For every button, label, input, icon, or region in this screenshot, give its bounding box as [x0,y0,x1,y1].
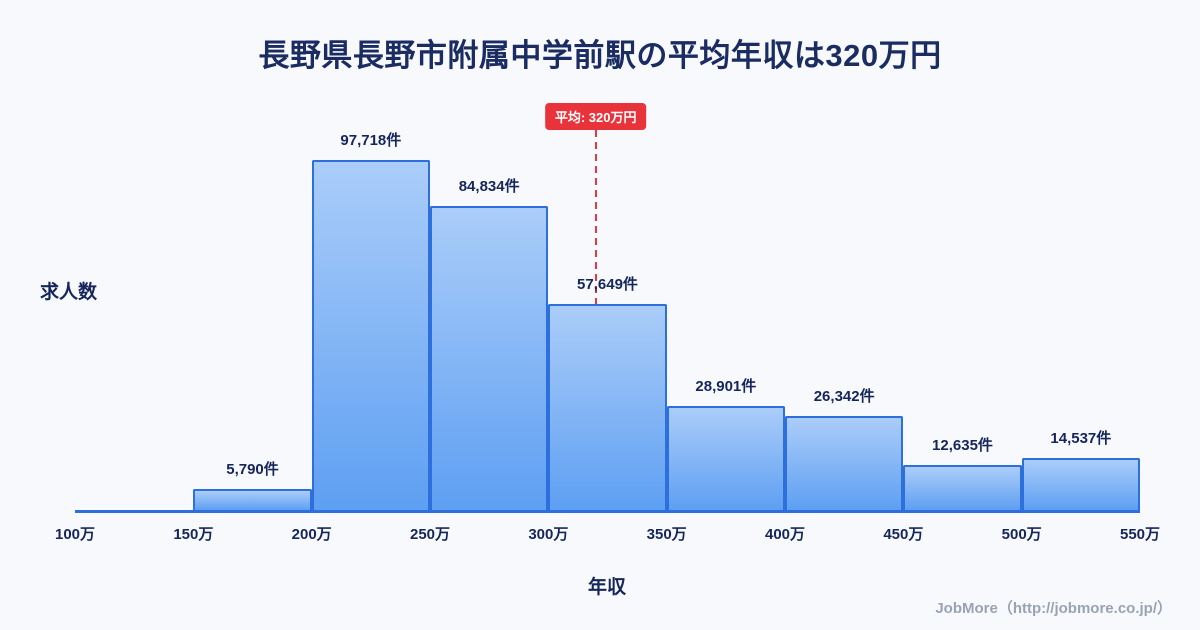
x-tick-label: 300万 [528,526,569,543]
x-tick-label: 350万 [646,526,687,543]
histogram-bar [430,206,549,510]
bar-value-label: 84,834件 [458,178,520,196]
histogram-bar [785,415,904,510]
average-badge: 平均: 320万円 [544,103,647,130]
histogram-bar [903,464,1022,510]
bar-value-label: 5,790件 [226,461,279,479]
footer-credit: JobMore（http://jobmore.co.jp/） [935,600,1172,617]
bar-value-label: 12,635件 [932,436,993,454]
histogram-bar [548,303,667,510]
x-tick-label: 400万 [764,526,806,543]
histogram-bar [193,489,312,510]
bar-value-label: 14,537件 [1050,429,1112,447]
histogram-bar [1021,457,1140,510]
page-title: 長野県長野市附属中学前駅の平均年収は320万円 [258,38,942,73]
x-tick-label: 100万 [54,526,96,543]
plot-area: 平均: 320万円 5,790件 97,718件 84,834件 57,649件 28,… [55,103,1160,543]
x-tick-label: 500万 [1001,526,1042,543]
y-axis-label: 求人数 [40,282,98,303]
x-tick-label: 150万 [173,526,214,543]
x-tick-label: 200万 [291,526,332,543]
bar-value-label: 28,901件 [695,378,757,396]
x-tick-label: 550万 [1119,526,1161,543]
x-axis-label: 年収 [587,577,627,598]
bar-value-label: 57,649件 [577,275,638,293]
bar-value-label: 97,718件 [340,132,402,149]
histogram-bar [666,406,785,510]
histogram-bar [311,160,430,510]
x-tick-label: 250万 [409,526,451,543]
x-tick-label: 450万 [883,526,924,543]
bar-value-label: 26,342件 [813,387,875,405]
